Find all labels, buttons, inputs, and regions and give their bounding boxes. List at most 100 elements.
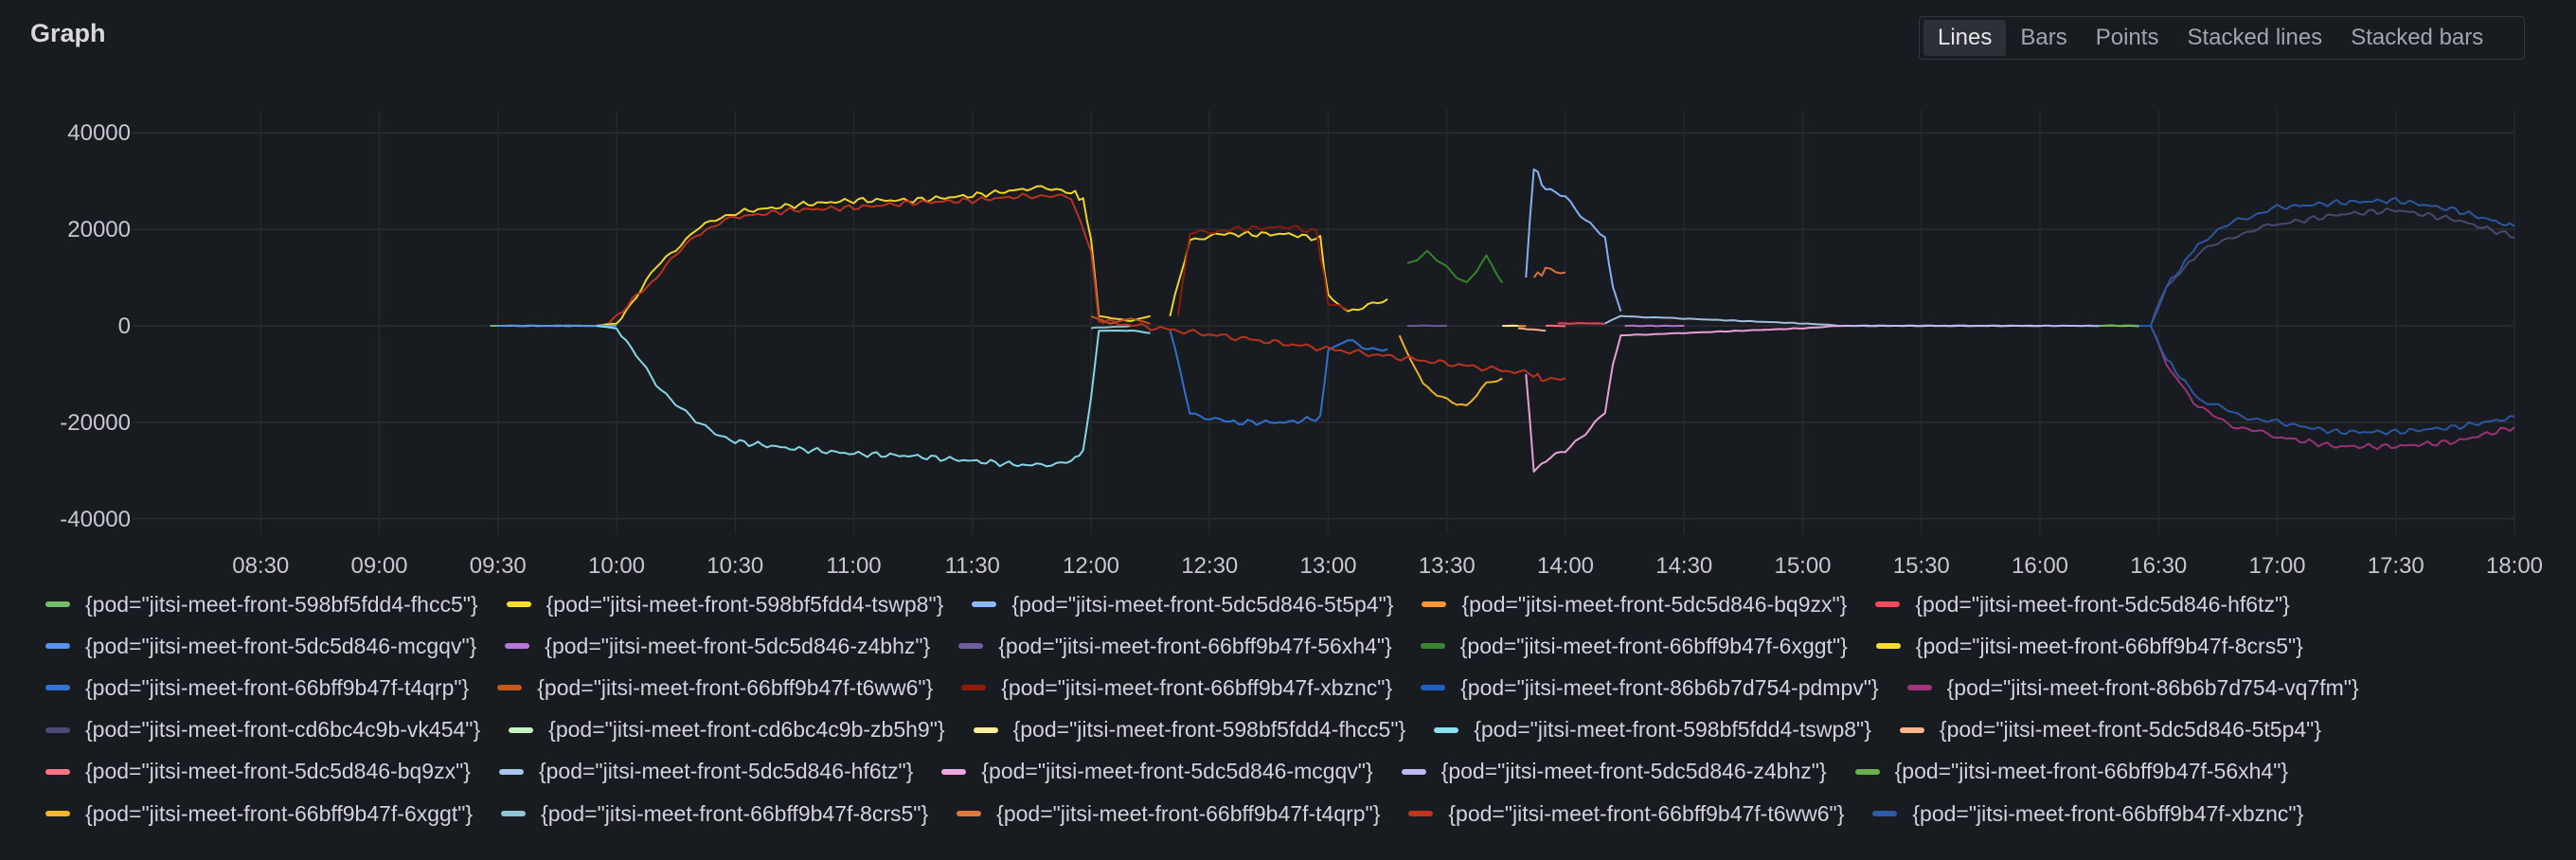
legend-item[interactable]: {pod="jitsi-meet-front-66bff9b47f-t4qrp"… [957,801,1380,827]
x-tick-label: 15:00 [1774,553,1831,578]
series-line [2149,325,2515,451]
viz-option-bars[interactable]: Bars [2020,25,2067,50]
legend-label: {pod="jitsi-meet-front-66bff9b47f-6xggt"… [85,800,474,826]
legend-item[interactable]: {pod="jitsi-meet-front-66bff9b47f-56xh4"… [1854,759,2289,784]
series-line [1842,324,2100,328]
legend-label: {pod="jitsi-meet-front-5dc5d846-bq9zx"} [1461,591,1848,617]
legend-item[interactable]: {pod="jitsi-meet-front-5dc5d846-mcgqv"} [941,759,1373,784]
legend-item[interactable]: {pod="jitsi-meet-front-5dc5d846-z4bhz"} [1401,759,1827,784]
legend-swatch [45,643,70,650]
legend-item[interactable]: {pod="jitsi-meet-front-66bff9b47f-xbznc"… [1872,801,2303,827]
legend-item[interactable]: {pod="jitsi-meet-front-66bff9b47f-t4qrp"… [45,675,469,701]
legend-label: {pod="jitsi-meet-front-598bf5fdd4-tswp8"… [1474,717,1871,743]
x-tick-label: 10:30 [707,553,763,578]
legend-swatch [1408,811,1434,817]
legend-label: {pod="jitsi-meet-front-66bff9b47f-xbznc"… [1912,800,2304,826]
legend-label: {pod="jitsi-meet-front-66bff9b47f-56xh4"… [1894,759,2289,784]
viz-option-lines[interactable]: Lines [1923,20,2007,56]
viz-option-stacked-bars[interactable]: Stacked bars [2351,25,2484,50]
x-tick-label: 13:00 [1299,553,1356,578]
legend-swatch [958,643,984,650]
legend-swatch [509,726,534,733]
x-tick-label: 14:00 [1537,553,1594,578]
legend-item[interactable]: {pod="jitsi-meet-front-86b6b7d754-vq7fm"… [1906,675,2359,701]
chart-legend: {pod="jitsi-meet-front-598bf5fdd4-fhcc5"… [45,583,2546,834]
legend-label: {pod="jitsi-meet-front-66bff9b47f-56xh4"… [998,633,1392,658]
legend-swatch [973,726,998,733]
legend-item[interactable]: {pod="jitsi-meet-front-598bf5fdd4-fhcc5"… [45,592,478,618]
legend-item[interactable]: {pod="jitsi-meet-front-598bf5fdd4-tswp8"… [1434,717,1871,743]
legend-item[interactable]: {pod="jitsi-meet-front-66bff9b47f-t6ww6"… [497,675,933,701]
legend-item[interactable]: {pod="jitsi-meet-front-cd6bc4c9b-vk454"} [45,717,480,743]
legend-swatch [498,768,524,775]
series-line [2149,325,2515,436]
x-tick-label: 17:00 [2248,553,2305,578]
legend-swatch [1421,685,1446,691]
legend-swatch [1422,601,1447,608]
legend-item[interactable]: {pod="jitsi-meet-front-5dc5d846-5t5p4"} [1899,717,2322,743]
y-tick-label: 20000 [67,217,131,242]
series-line [2149,196,2515,327]
legend-item[interactable]: {pod="jitsi-meet-front-66bff9b47f-56xh4"… [958,633,1392,659]
legend-item[interactable]: {pod="jitsi-meet-front-66bff9b47f-6xggt"… [1420,634,1848,659]
legend-swatch [505,643,530,650]
legend-item[interactable]: {pod="jitsi-meet-front-5dc5d846-mcgqv"} [45,634,476,659]
series-line [1532,266,1566,278]
legend-item[interactable]: {pod="jitsi-meet-front-598bf5fdd4-fhcc5"… [973,717,1405,743]
x-tick-label: 16:30 [2130,553,2187,578]
legend-row: {pod="jitsi-meet-front-598bf5fdd4-fhcc5"… [45,583,2546,625]
legend-item[interactable]: {pod="jitsi-meet-front-598bf5fdd4-tswp8"… [506,592,943,618]
legend-label: {pod="jitsi-meet-front-cd6bc4c9b-zb5h9"} [548,717,945,743]
legend-item[interactable]: {pod="jitsi-meet-front-5dc5d846-bq9zx"} [1422,592,1847,618]
legend-swatch [1899,726,1924,733]
legend-swatch [45,685,70,691]
series-line [1176,224,1349,316]
legend-swatch [1420,643,1445,650]
panel-title: Graph [30,19,106,47]
legend-item[interactable]: {pod="jitsi-meet-front-5dc5d846-z4bhz"} [505,634,930,659]
legend-item[interactable]: {pod="jitsi-meet-front-5dc5d846-5t5p4"} [972,592,1393,618]
legend-label: {pod="jitsi-meet-front-66bff9b47f-8crs5"… [1915,633,2303,658]
x-tick-label: 10:00 [588,553,645,578]
viz-option-points[interactable]: Points [2095,25,2159,50]
series-line [1525,325,1843,473]
x-tick-label: 11:30 [945,553,1000,578]
legend-label: {pod="jitsi-meet-front-5dc5d846-5t5p4"} [1011,591,1394,617]
legend-item[interactable]: {pod="jitsi-meet-front-5dc5d846-bq9zx"} [45,759,471,784]
legend-swatch [497,685,523,691]
legend-item[interactable]: {pod="jitsi-meet-front-5dc5d846-hf6tz"} [498,759,914,784]
series-line [1090,325,1131,330]
legend-swatch [957,811,982,817]
legend-row: {pod="jitsi-meet-front-5dc5d846-bq9zx"} {… [45,751,2546,793]
viz-option-stacked-lines[interactable]: Stacked lines [2187,25,2323,50]
legend-item[interactable]: {pod="jitsi-meet-front-5dc5d846-hf6tz"} [1875,591,2290,618]
y-tick-label: 40000 [67,120,131,146]
legend-item[interactable]: {pod="jitsi-meet-front-cd6bc4c9b-zb5h9"} [509,717,945,743]
series-line [1169,330,1388,426]
legend-label: {pod="jitsi-meet-front-598bf5fdd4-fhcc5"… [85,591,478,617]
legend-label: {pod="jitsi-meet-front-5dc5d846-hf6tz"} [538,759,914,784]
series-line [1406,324,1447,328]
x-tick-label: 17:30 [2368,553,2424,578]
legend-label: {pod="jitsi-meet-front-5dc5d846-z4bhz"} [1440,759,1827,784]
legend-item[interactable]: {pod="jitsi-meet-front-66bff9b47f-xbznc"… [961,675,1392,701]
series-line [2149,207,2515,327]
legend-label: {pod="jitsi-meet-front-5dc5d846-hf6tz"} [1915,591,2290,617]
y-tick-label: -40000 [60,507,131,532]
legend-item[interactable]: {pod="jitsi-meet-front-86b6b7d754-pdmpv"… [1421,675,1879,701]
legend-item[interactable]: {pod="jitsi-meet-front-66bff9b47f-8crs5"… [501,801,928,827]
legend-item[interactable]: {pod="jitsi-meet-front-66bff9b47f-6xggt"… [45,801,473,827]
series-line [1604,314,2041,328]
series-line [1525,168,1622,313]
time-series-chart[interactable]: 40000 20000 0 -20000 -40000 08:30 09:00 09:30 10… [0,85,2576,578]
legend-item[interactable]: {pod="jitsi-meet-front-66bff9b47f-t6ww6"… [1408,801,1844,827]
legend-label: {pod="jitsi-meet-front-5dc5d846-bq9zx"} [85,759,471,784]
series-line [1398,334,1503,406]
series-line [1090,314,1151,325]
legend-label: {pod="jitsi-meet-front-66bff9b47f-t4qrp"… [996,800,1381,826]
legend-label: {pod="jitsi-meet-front-5dc5d846-mcgqv"} [85,633,477,658]
legend-swatch [1906,685,1932,691]
legend-label: {pod="jitsi-meet-front-5dc5d846-5t5p4"} [1939,717,2322,743]
legend-item[interactable]: {pod="jitsi-meet-front-66bff9b47f-8crs5"… [1875,633,2303,659]
